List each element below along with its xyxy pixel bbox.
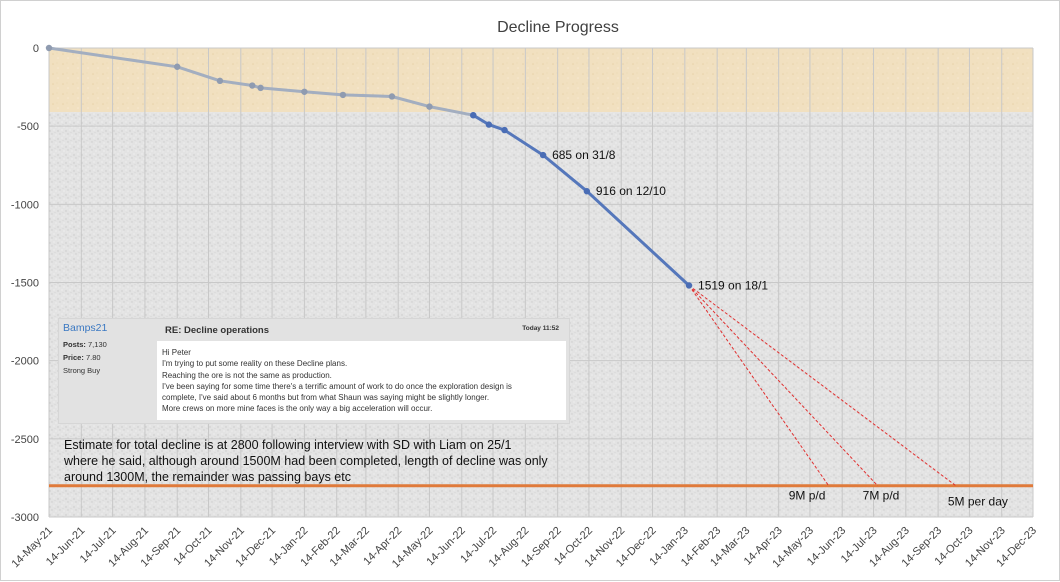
data-point <box>485 121 493 128</box>
estimate-note-line: where he said, although around 1500M had… <box>63 454 548 468</box>
annotations: 685 on 31/8 916 on 12/10 1519 on 18/1 <box>552 148 768 292</box>
background-bands <box>49 48 1033 517</box>
forum-username: Bamps21 <box>63 322 108 334</box>
projection-line <box>688 285 957 487</box>
forum-date: Today 11:52 <box>522 325 559 332</box>
estimate-note-line: Estimate for total decline is at 2800 fo… <box>64 438 511 452</box>
gridlines <box>48 47 1034 518</box>
y-tick-label: -2500 <box>11 434 39 446</box>
forum-body-line: I've been saying for some time there's a… <box>162 381 512 391</box>
data-point <box>426 103 433 110</box>
data-point <box>470 112 477 119</box>
forum-post-header: RE: Decline operations Today 11:52 <box>157 319 569 339</box>
forum-body-line: Reaching the ore is not the same as prod… <box>162 370 332 380</box>
data-point <box>45 44 53 52</box>
band-0 <box>49 48 1033 113</box>
data-annotation: 916 on 12/10 <box>596 184 666 198</box>
projection-line <box>688 285 879 487</box>
y-tick-label: -500 <box>17 121 39 133</box>
data-point <box>301 88 308 95</box>
forum-body-line: More crews on more mine faces is the onl… <box>162 404 433 414</box>
forum-body-line: I'm trying to put some reality on these … <box>162 359 348 369</box>
data-point <box>339 91 347 99</box>
data-point <box>174 63 181 70</box>
forum-subject: RE: Decline operations <box>165 325 269 336</box>
forum-post-body: Hi Peter I'm trying to put some reality … <box>157 341 566 420</box>
projection-label: 5M per day <box>948 495 1008 509</box>
y-tick-label: -3000 <box>11 512 39 524</box>
projection-label: 7M p/d <box>863 489 900 503</box>
data-annotation: 1519 on 18/1 <box>698 278 768 292</box>
projection-line <box>688 285 830 487</box>
estimate-note: Estimate for total decline is at 2800 fo… <box>63 438 548 484</box>
y-axis: 0 -500 -1000 -1500 -2000 -2500 -3000 <box>11 43 39 524</box>
y-tick-label: -1000 <box>11 199 39 211</box>
data-point <box>216 77 224 85</box>
forum-user-panel: Bamps21 Posts: 7,130 Price: 7.80 Strong … <box>59 319 157 423</box>
projection-lines: 9M p/d 7M p/d 5M per day <box>688 285 1008 509</box>
estimate-note-line: around 1300M, the remainder was passing … <box>64 470 351 484</box>
series-lines <box>45 44 693 289</box>
data-point <box>685 282 693 289</box>
y-tick-label: 0 <box>33 43 39 55</box>
forum-price: Price: 7.80 <box>63 353 101 362</box>
data-point <box>257 84 264 92</box>
series-line-0 <box>48 46 474 117</box>
data-point <box>388 93 396 100</box>
data-annotation: 685 on 31/8 <box>552 148 616 162</box>
data-point <box>583 188 591 195</box>
forum-sentiment: Strong Buy <box>63 366 101 375</box>
forum-post-screenshot: Bamps21 Posts: 7,130 Price: 7.80 Strong … <box>58 318 570 424</box>
chart-title: Decline Progress <box>497 19 619 36</box>
data-point <box>539 151 547 159</box>
forum-posts: Posts: 7,130 <box>63 340 107 349</box>
projection-label: 9M p/d <box>789 489 826 503</box>
y-tick-label: -2000 <box>11 356 39 368</box>
band-1 <box>49 112 1033 517</box>
data-point <box>501 126 508 134</box>
x-axis: 14-May-2114-Jun-2114-Jul-2114-Aug-2114-S… <box>9 525 1039 571</box>
y-tick-label: -1500 <box>11 278 39 290</box>
forum-body-line: complete, I've said about 6 months but f… <box>162 393 490 403</box>
forum-post-panel: RE: Decline operations Today 11:52 Hi Pe… <box>157 319 569 423</box>
forum-body-line: Hi Peter <box>162 348 191 357</box>
data-point <box>249 82 256 89</box>
